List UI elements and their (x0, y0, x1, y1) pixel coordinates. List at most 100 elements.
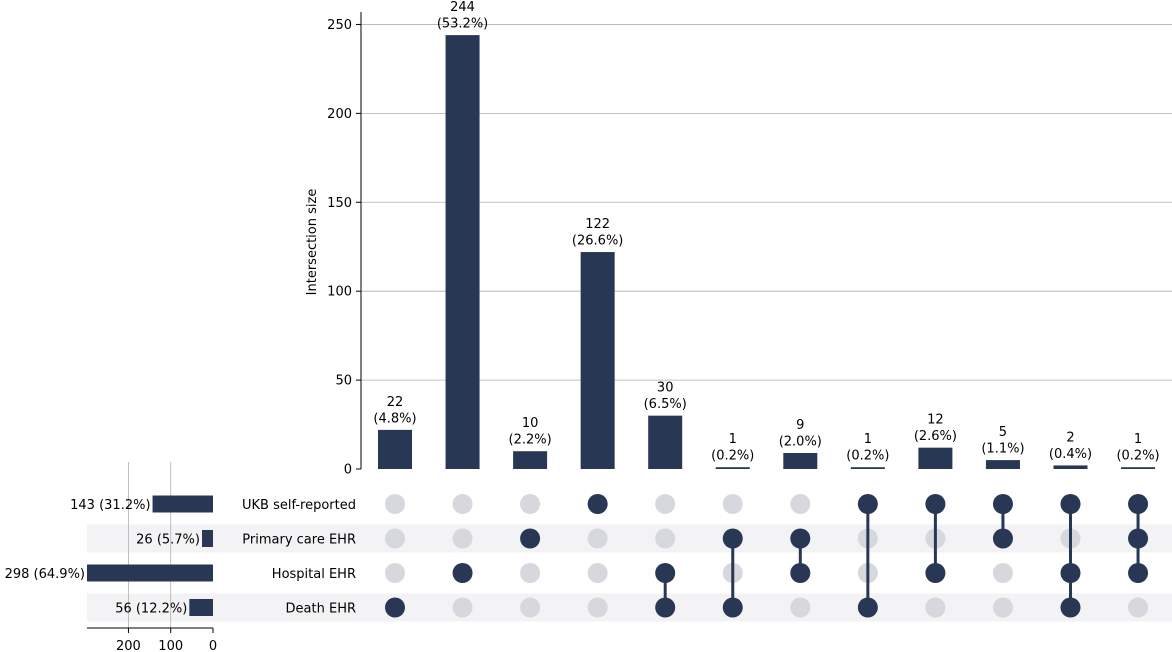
set-size-label: 143 (31.2%) (70, 498, 150, 513)
matrix-dot-inactive (452, 597, 473, 618)
intersection-bar (783, 452, 818, 469)
matrix-dot-active (1060, 494, 1081, 514)
bar-count-label: 5 (999, 425, 1007, 440)
bar-percent-label: (0.4%) (1049, 447, 1092, 462)
matrix-dot-inactive (452, 528, 473, 549)
bar-count-label: 22 (387, 395, 404, 410)
matrix-dot-active (790, 528, 811, 549)
matrix-dot-active (722, 597, 743, 618)
set-size-bar (152, 495, 213, 513)
matrix-dot-inactive (655, 528, 676, 549)
matrix-dot-active (925, 494, 946, 514)
intersection-bar (580, 252, 615, 469)
matrix-dot-active (790, 563, 811, 583)
bar-percent-label: (53.2%) (437, 17, 488, 32)
y-tick-label: 50 (335, 374, 352, 389)
matrix-dot-active (385, 597, 405, 618)
matrix-dot-active (1128, 563, 1149, 583)
set-size-label: 56 (12.2%) (115, 602, 187, 617)
y-tick-label: 200 (327, 107, 352, 122)
matrix-dot-inactive (790, 597, 811, 618)
matrix-dot-active (520, 528, 541, 549)
intersection-bar (985, 460, 1020, 469)
bar-percent-label: (0.2%) (1116, 449, 1159, 464)
matrix-dot-inactive (385, 494, 405, 514)
matrix-dot-active (655, 597, 676, 618)
bar-count-label: 122 (585, 217, 610, 232)
bar-percent-label: (2.0%) (779, 434, 822, 449)
row-stripe (87, 524, 1172, 553)
intersection-bar (918, 447, 953, 469)
bar-count-label: 30 (657, 381, 674, 396)
bar-percent-label: (0.2%) (846, 449, 889, 464)
matrix-dot-active (992, 528, 1013, 549)
matrix-row-stripes (87, 524, 1172, 622)
set-name-label: Death EHR (286, 602, 356, 617)
set-size-bar (202, 530, 213, 547)
x-tick-label: 0 (209, 639, 217, 652)
set-name-label: UKB self-reported (242, 498, 356, 513)
membership-matrix (385, 494, 1149, 618)
matrix-dot-active (1060, 563, 1081, 583)
bar-count-label: 1 (1134, 432, 1142, 447)
matrix-dot-inactive (655, 494, 676, 514)
bar-count-label: 12 (927, 413, 944, 428)
matrix-dot-active (1128, 494, 1149, 514)
set-size-bars: 143 (31.2%) 26 (5.7%) 298 (64.9%) 56 (12.2%… (5, 462, 217, 652)
bar-percent-label: (26.6%) (572, 234, 623, 249)
matrix-dot-inactive (992, 597, 1013, 618)
intersection-bar (850, 467, 885, 469)
matrix-dot-inactive (992, 563, 1013, 583)
bar-percent-label: (2.6%) (914, 429, 957, 444)
intersection-bar (513, 451, 548, 469)
set-size-label: 298 (64.9%) (5, 567, 85, 582)
y-tick-label: 0 (344, 463, 352, 478)
matrix-dot-inactive (790, 494, 811, 514)
matrix-dot-active (655, 563, 676, 583)
matrix-dot-active (587, 494, 608, 514)
matrix-dot-inactive (1128, 597, 1149, 618)
matrix-dot-inactive (520, 597, 541, 618)
matrix-dot-inactive (520, 563, 541, 583)
bar-count-label: 1 (864, 432, 872, 447)
bar-count-label: 2 (1066, 430, 1074, 445)
matrix-dot-inactive (385, 563, 405, 583)
bar-percent-label: (2.2%) (509, 433, 552, 448)
matrix-dot-inactive (722, 494, 743, 514)
intersection-bars: 0 50 100 150 200 250 22(4.8%) 244 (53.2%) 10 (2.2%… (327, 0, 1172, 478)
set-size-label: 26 (5.7%) (136, 533, 200, 548)
matrix-dot-active (1060, 597, 1081, 618)
set-name-labels: UKB self-reported Primary care EHR Hospita… (242, 498, 356, 617)
intersection-bar (445, 35, 480, 469)
matrix-dot-active (992, 494, 1013, 514)
matrix-dot-inactive (925, 597, 946, 618)
matrix-dot-active (722, 528, 743, 549)
matrix-dot-active (925, 563, 946, 583)
matrix-dot-inactive (587, 528, 608, 549)
matrix-dot-active (857, 597, 878, 618)
bar-percent-label: (1.1%) (981, 442, 1024, 457)
matrix-dot-active (857, 494, 878, 514)
matrix-dot-active (452, 563, 473, 583)
intersection-bar (1121, 467, 1156, 469)
bar-percent-label: (4.8%) (373, 411, 416, 426)
intersection-bar (1053, 465, 1088, 469)
bar-count-label: 10 (522, 416, 539, 431)
matrix-dot-inactive (385, 528, 405, 549)
bar-percent-label: (6.5%) (644, 397, 687, 412)
intersection-bar (715, 467, 750, 469)
x-tick-label: 200 (116, 639, 141, 652)
bar-count-label: 244 (450, 0, 475, 15)
matrix-dot-inactive (587, 597, 608, 618)
intersection-bar (648, 415, 683, 469)
matrix-dot-active (1128, 528, 1149, 549)
matrix-dot-inactive (452, 494, 473, 514)
matrix-dot-inactive (587, 563, 608, 583)
x-tick-label: 100 (158, 639, 183, 652)
row-stripe (87, 593, 1172, 622)
y-tick-label: 250 (327, 18, 352, 33)
set-size-bar (87, 564, 213, 582)
y-axis-label: Intersection size (305, 189, 320, 296)
bar-percent-label: (0.2%) (711, 449, 754, 464)
